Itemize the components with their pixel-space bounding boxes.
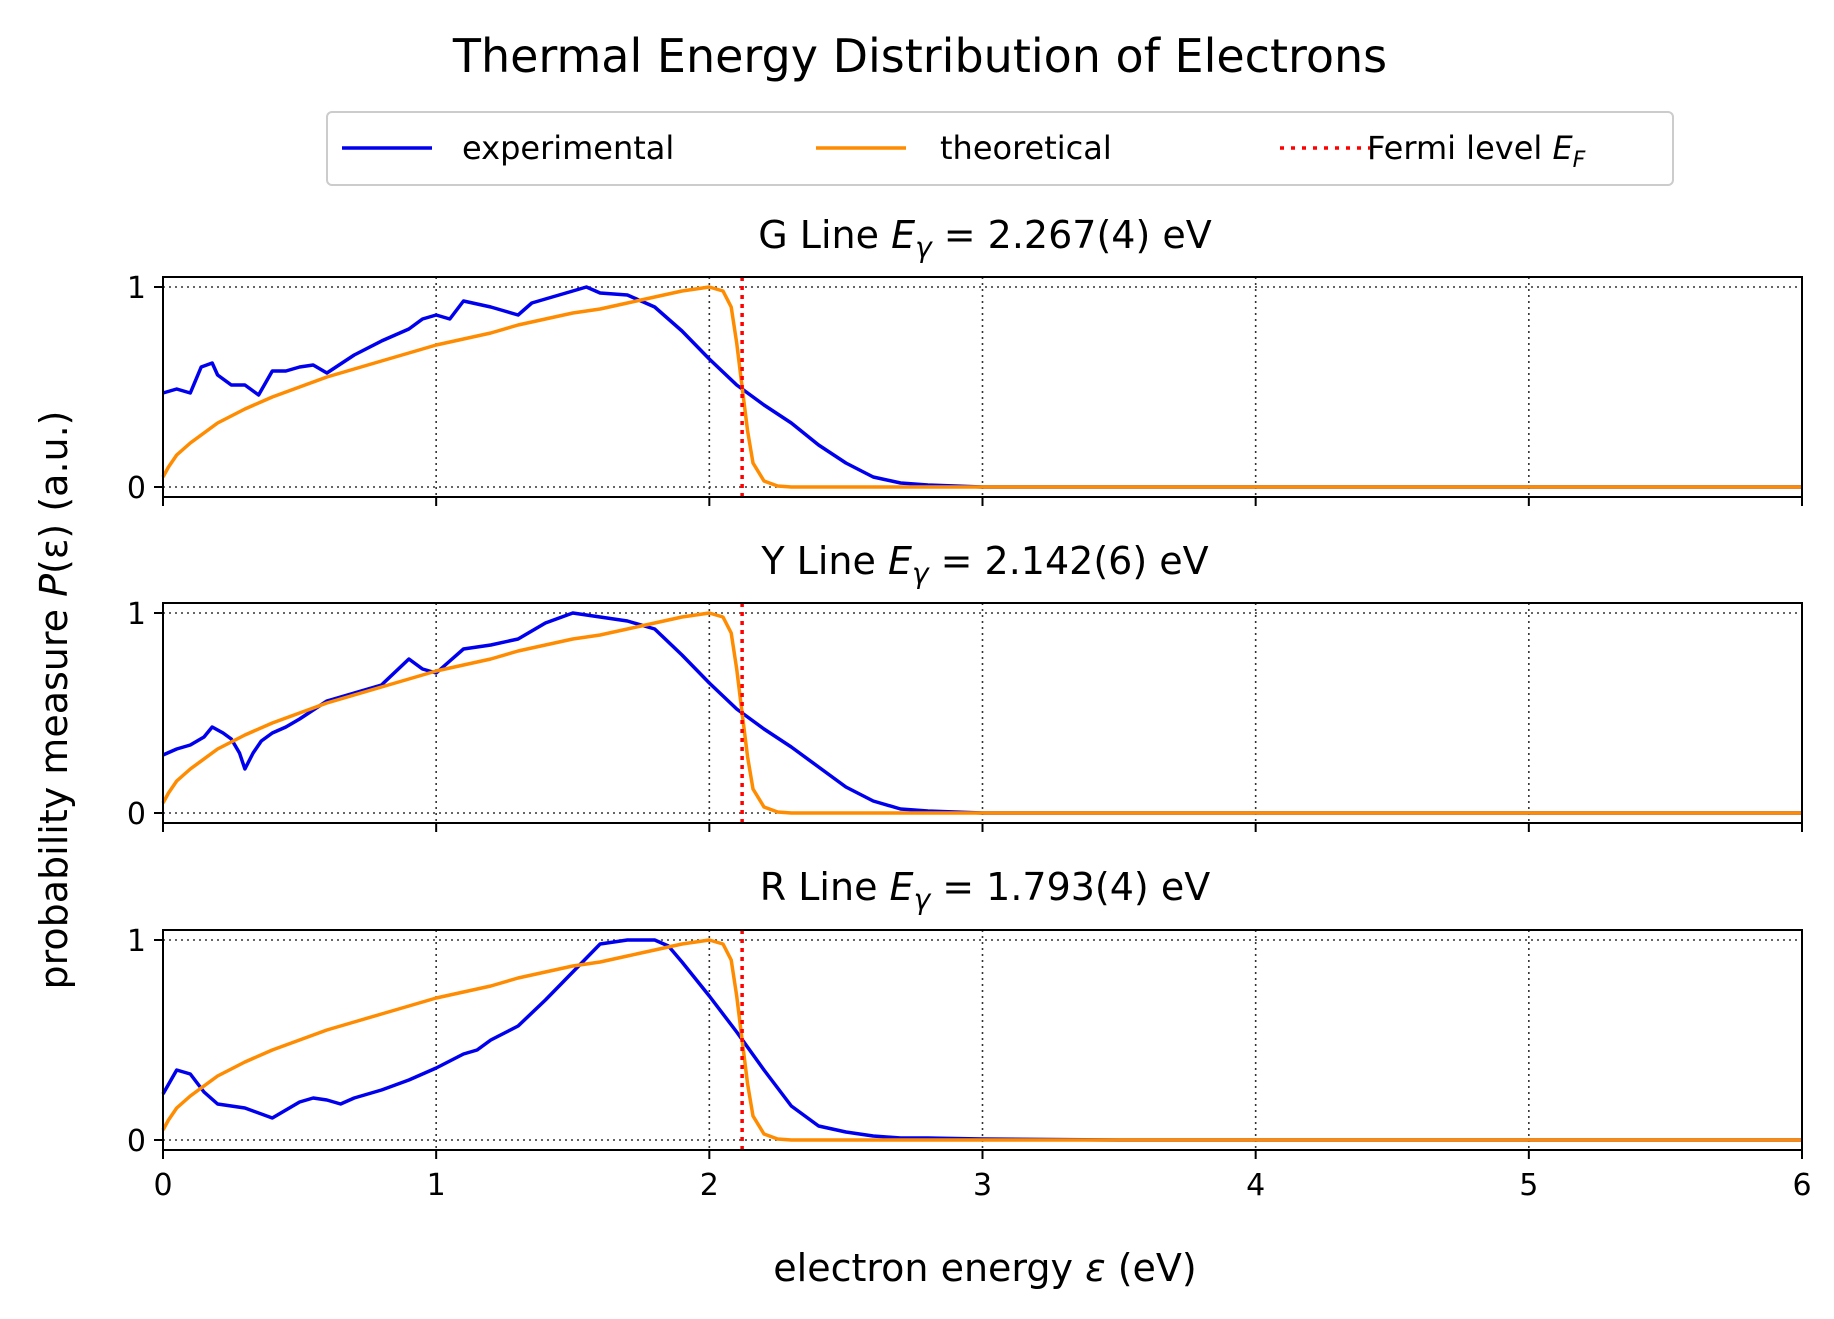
x-axis-label: electron energy ε (eV) [773, 1246, 1196, 1290]
panel-title: R Line Eγ = 1.793(4) eV [760, 865, 1210, 916]
panel-r-line: R Line Eγ = 1.793(4) eV 0 1 2 3 4 5 6 0 1 [127, 865, 1812, 1203]
legend-label-experimental: experimental [462, 129, 674, 167]
panel-title: G Line Eγ = 2.267(4) eV [758, 213, 1211, 264]
chart-title: Thermal Energy Distribution of Electrons [452, 29, 1387, 83]
series-theoretical [161, 611, 1802, 815]
legend-frame [326, 111, 1674, 186]
x-tick-label: 6 [1792, 1168, 1811, 1203]
y-axis-label: probability measure P(ε) (a.u.) [32, 410, 76, 989]
series-experimental [161, 938, 1802, 1142]
series-experimental [162, 285, 1802, 489]
legend-label-fermi-level: Fermi level EF [1367, 129, 1586, 173]
series-theoretical [161, 938, 1802, 1142]
panel-title: Y Line Eγ = 2.142(6) eV [760, 539, 1208, 590]
y-tick-label: 1 [127, 597, 146, 632]
panel-y-line: Y Line Eγ = 2.142(6) eV 0 1 [127, 539, 1803, 832]
x-tick-label: 0 [153, 1168, 172, 1203]
y-tick-label: 1 [127, 271, 146, 306]
y-tick-label: 0 [127, 471, 146, 506]
x-tick-label: 2 [700, 1168, 719, 1203]
series-theoretical [161, 285, 1802, 489]
y-tick-label: 1 [127, 924, 146, 959]
legend-label-theoretical: theoretical [940, 129, 1112, 167]
x-tick-label: 5 [1519, 1168, 1538, 1203]
y-tick-label: 0 [127, 797, 146, 832]
y-tick-label: 0 [127, 1124, 146, 1159]
x-tick-label: 4 [1246, 1168, 1265, 1203]
x-tick-label: 3 [973, 1168, 992, 1203]
series-experimental [162, 611, 1802, 815]
x-tick-label: 1 [427, 1168, 446, 1203]
legend: experimental theoretical Fermi level EF [326, 111, 1674, 186]
panel-g-line: G Line Eγ = 2.267(4) eV 0 1 [127, 213, 1803, 506]
